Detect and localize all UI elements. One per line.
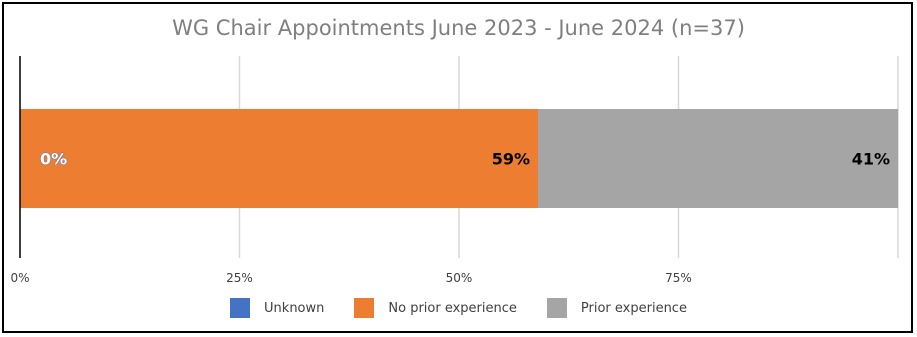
legend-item-prior-experience: Prior experience — [546, 298, 687, 318]
legend-item-no-prior-experience: No prior experience — [354, 298, 517, 318]
legend-label-prior-experience: Prior experience — [580, 300, 687, 316]
data-label-prior-experience: 41% — [852, 150, 890, 169]
bar-no-prior-experience — [20, 109, 539, 208]
x-tick-label-0: 0% — [10, 271, 29, 285]
chart-title: WG Chair Appointments June 2023 - June 2… — [172, 16, 745, 40]
chart-legend: Unknown No prior experience Prior experi… — [0, 298, 917, 318]
legend-label-no-prior-experience: No prior experience — [388, 300, 517, 316]
data-label-unknown: 0% — [40, 150, 67, 169]
legend-swatch-prior-experience — [546, 298, 567, 318]
legend-swatch-unknown — [230, 298, 251, 318]
legend-swatch-no-prior-experience — [354, 298, 375, 318]
x-tick-label-75: 75% — [665, 271, 692, 285]
x-tick-label-25: 25% — [226, 271, 253, 285]
legend-label-unknown: Unknown — [264, 300, 325, 316]
bar-prior-experience — [538, 109, 898, 208]
x-tick-label-50: 50% — [446, 271, 473, 285]
data-label-no-prior-experience: 59% — [492, 150, 530, 169]
legend-item-unknown: Unknown — [230, 298, 324, 318]
